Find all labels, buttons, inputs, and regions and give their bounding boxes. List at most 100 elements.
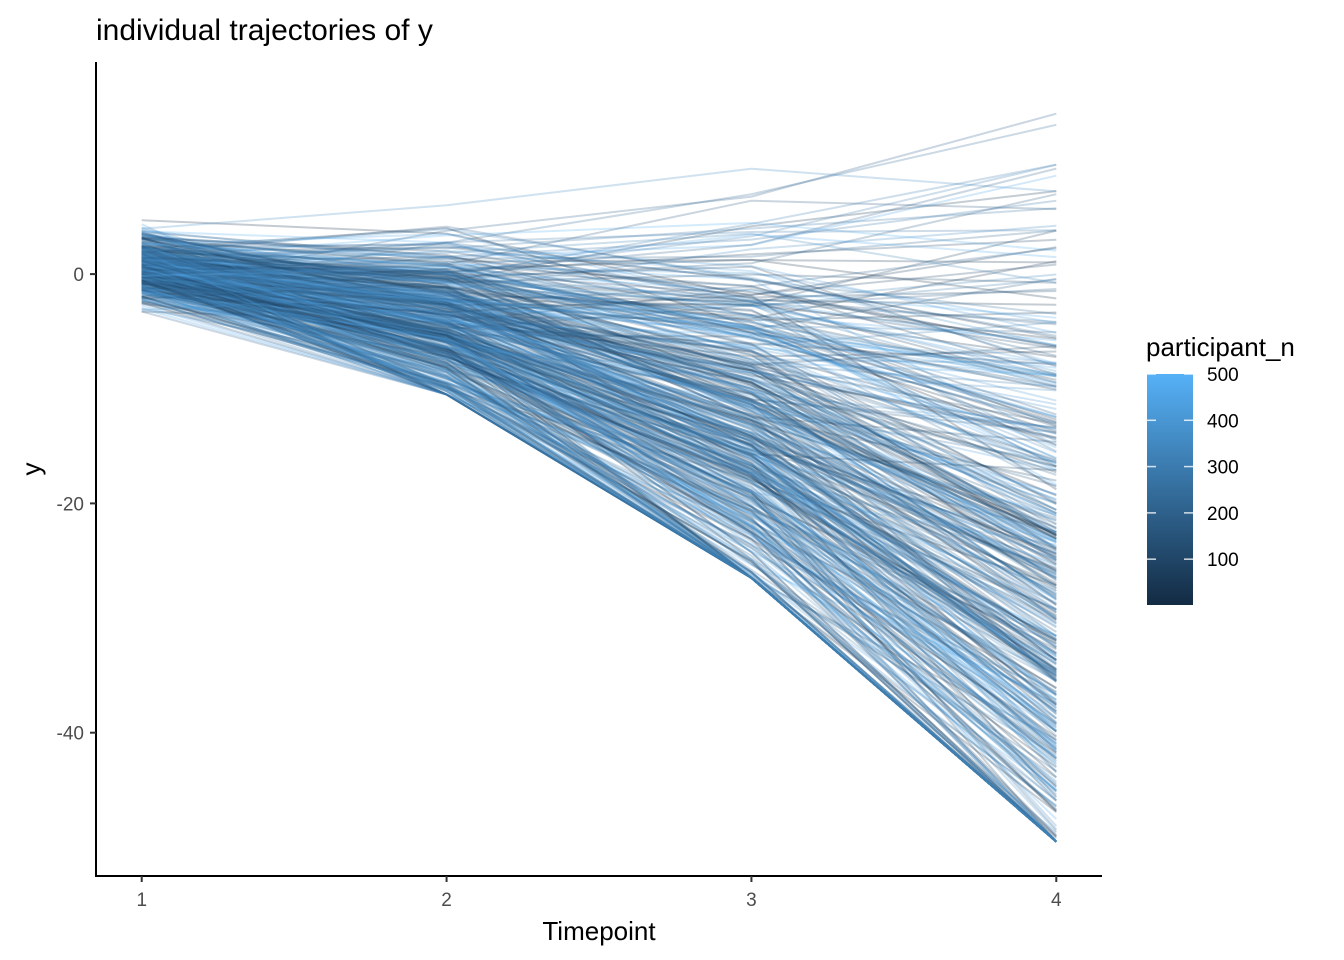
trajectory-line xyxy=(141,250,1057,358)
trajectory-line xyxy=(141,282,1057,607)
trajectory-line xyxy=(141,296,1057,743)
trajectory-line xyxy=(141,281,1057,406)
trajectory-line xyxy=(141,261,1057,322)
trajectory-line xyxy=(141,274,1057,641)
trajectory-line xyxy=(141,271,1057,543)
trajectory-line xyxy=(141,236,1057,428)
trajectory-line xyxy=(141,231,1057,678)
trajectory-line xyxy=(141,238,1057,793)
trajectory-line xyxy=(141,269,1057,621)
trajectory-line xyxy=(141,292,1057,843)
trajectory-line xyxy=(141,262,1057,368)
x-tick-label: 2 xyxy=(441,890,452,911)
trajectory-line xyxy=(141,289,1057,542)
trajectory-line xyxy=(141,283,1057,601)
trajectory-line xyxy=(141,252,1057,843)
trajectory-line xyxy=(141,256,1057,504)
trajectory-line xyxy=(141,270,1057,597)
trajectory-line xyxy=(141,264,1057,506)
trajectory-line xyxy=(141,232,1057,284)
trajectory-line xyxy=(141,292,1057,577)
trajectory-line xyxy=(141,271,1057,628)
trajectory-line xyxy=(141,285,1057,843)
trajectory-line xyxy=(141,255,1057,843)
x-tick-label: 4 xyxy=(1051,890,1062,911)
trajectory-line xyxy=(141,281,1057,670)
trajectory-line xyxy=(141,280,1057,642)
trajectory-line xyxy=(141,263,1057,708)
trajectory-line xyxy=(141,270,1057,843)
trajectory-line xyxy=(141,265,1057,759)
legend-tick-label: 500 xyxy=(1207,365,1239,386)
trajectory-line xyxy=(141,237,1057,482)
trajectory-line xyxy=(141,248,1057,747)
trajectory-line xyxy=(141,259,1057,604)
trajectory-line xyxy=(141,295,1057,843)
trajectory-line xyxy=(141,265,1057,843)
trajectory-line xyxy=(141,307,1057,637)
trajectory-line xyxy=(141,265,1057,706)
trajectory-line xyxy=(141,231,1057,600)
trajectory-line xyxy=(141,271,1057,511)
trajectory-line xyxy=(141,272,1057,744)
trajectory-line xyxy=(141,249,1057,796)
trajectory-line xyxy=(141,245,1057,334)
trajectory-line xyxy=(141,279,1057,614)
y-axis-ticks: 0 -20 -40 xyxy=(57,265,96,745)
trajectory-line xyxy=(141,255,1057,843)
trajectory-line xyxy=(141,267,1057,541)
trajectory-line xyxy=(141,230,1057,486)
trajectory-line xyxy=(141,266,1057,324)
trajectory-line xyxy=(141,302,1057,580)
trajectory-line xyxy=(141,270,1057,696)
trajectory-line xyxy=(141,280,1057,843)
trajectory-line xyxy=(141,282,1057,429)
trajectory-line xyxy=(141,252,1057,843)
trajectory-line xyxy=(141,229,1057,701)
trajectory-line xyxy=(141,229,1057,306)
trajectory-line xyxy=(141,254,1057,533)
trajectory-line xyxy=(141,253,1057,558)
trajectory-line xyxy=(141,193,1057,280)
y-tick-label: -20 xyxy=(57,494,84,515)
trajectory-line xyxy=(141,253,1057,541)
trajectory-line xyxy=(141,268,1057,587)
trajectory-line xyxy=(141,259,1057,488)
trajectory-line xyxy=(141,269,1057,534)
trajectory-line xyxy=(141,274,1057,843)
trajectory-line xyxy=(141,260,1057,538)
trajectory-line xyxy=(141,251,1057,464)
trajectory-line xyxy=(141,266,1058,843)
trajectory-line xyxy=(141,254,1057,672)
trajectory-line xyxy=(141,275,1057,808)
trajectory-line xyxy=(141,250,1057,614)
trajectory-line xyxy=(141,298,1057,838)
trajectory-line xyxy=(141,267,1057,550)
trajectory-line xyxy=(141,271,1057,505)
trajectory-line xyxy=(141,268,1057,496)
trajectory-line xyxy=(141,278,1057,811)
trajectory-line xyxy=(141,260,1057,755)
trajectory-line xyxy=(141,275,1057,431)
trajectory-line xyxy=(141,277,1057,720)
trajectory-line xyxy=(141,289,1058,798)
trajectory-line xyxy=(141,233,1057,590)
trajectory-line xyxy=(141,237,1057,377)
trajectory-line xyxy=(141,259,1057,650)
trajectory-line xyxy=(141,296,1057,696)
trajectory-line xyxy=(141,285,1057,706)
trajectory-line xyxy=(141,232,1057,347)
trajectory-line xyxy=(141,256,1057,561)
trajectory-line xyxy=(141,242,1057,554)
trajectory-line xyxy=(141,263,1057,534)
trajectory-line xyxy=(141,273,1057,378)
trajectory-line xyxy=(141,279,1057,472)
x-axis-title: Timepoint xyxy=(542,916,656,946)
trajectory-line xyxy=(141,277,1057,654)
trajectory-line xyxy=(141,261,1057,519)
trajectory-line xyxy=(141,283,1057,579)
trajectory-line xyxy=(141,229,1057,263)
trajectory-line xyxy=(141,254,1057,427)
trajectory-line xyxy=(141,244,1057,550)
trajectory-line xyxy=(141,265,1057,638)
